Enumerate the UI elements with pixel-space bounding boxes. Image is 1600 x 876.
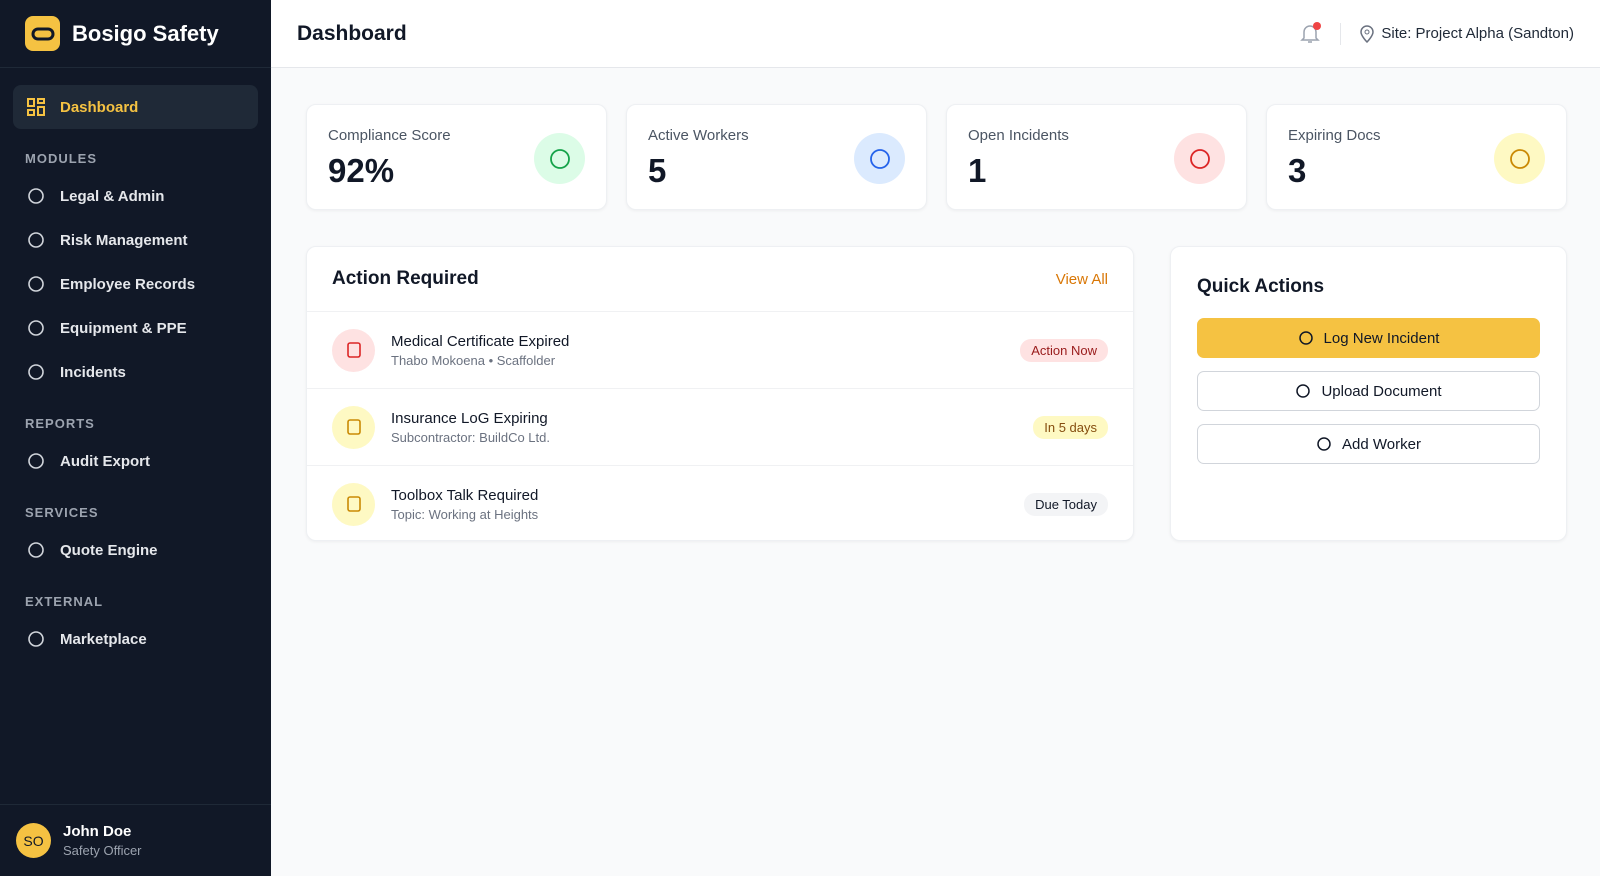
stat-icon (854, 133, 905, 184)
row-title: Toolbox Talk Required (391, 486, 539, 504)
nav-label: Employee Records (60, 275, 196, 293)
row-icon (332, 482, 375, 526)
nav-item[interactable]: Equipment & PPE (13, 306, 258, 350)
section-title: SERVICES (25, 505, 99, 520)
nav-label: Quote Engine (60, 541, 158, 559)
button-label: Upload Document (1321, 382, 1442, 400)
header: Dashboard Site: Project Alpha (Sandton) (271, 0, 1600, 68)
nav-label: Dashboard (60, 98, 139, 116)
action-button[interactable]: Log New Incident (1197, 318, 1540, 358)
nav-item[interactable]: Incidents (13, 350, 258, 394)
card-title: Action Required (332, 268, 479, 289)
nav-label: Audit Export (60, 452, 150, 470)
nav-item[interactable]: Employee Records (13, 262, 258, 306)
view-all[interactable]: View All (1055, 270, 1108, 288)
row-icon (332, 328, 375, 372)
stat-icon (1494, 133, 1545, 184)
nav-item[interactable]: Quote Engine (13, 528, 258, 572)
stat-label: Open Incidents (968, 127, 1069, 144)
section-title: EXTERNAL (25, 594, 104, 609)
bell[interactable] (1298, 21, 1322, 46)
row-subtitle: Topic: Working at Heights (391, 506, 539, 522)
section-title: REPORTS (25, 416, 95, 431)
nav-item[interactable]: Dashboard (13, 85, 258, 129)
page-title: Dashboard (297, 21, 407, 45)
row-text: Medical Certificate Expired Thabo Mokoena… (391, 333, 569, 368)
stat-value: 5 (648, 152, 667, 189)
nav-item[interactable]: Risk Management (13, 218, 258, 262)
row-icon (332, 405, 375, 449)
nav-item[interactable]: Marketplace (13, 617, 258, 661)
brand-name: Bosigo Safety (72, 20, 219, 46)
row-title: Insurance LoG Expiring (391, 409, 548, 427)
stat-card: Expiring Docs 3 (1266, 104, 1567, 210)
stat-value: 92% (328, 152, 395, 189)
user[interactable]: SO John Doe Safety Officer (0, 804, 271, 876)
nav-label: Legal & Admin (60, 187, 165, 205)
nav-label: Incidents (60, 363, 126, 381)
logo (25, 16, 60, 51)
quick-actions: Quick Actions Log New Incident Upload Doc… (1170, 246, 1567, 541)
badge: Due Today (1024, 492, 1108, 516)
stat-card: Active Workers 5 (626, 104, 927, 210)
card-title: Quick Actions (1197, 276, 1325, 297)
brand: Bosigo Safety (0, 0, 271, 68)
stat-value: 1 (968, 152, 987, 189)
site[interactable]: Site: Project Alpha (Sandton) (1381, 25, 1574, 42)
avatar: SO (16, 823, 51, 858)
stat-card: Open Incidents 1 (946, 104, 1247, 210)
section-title: MODULES (25, 151, 97, 166)
row-title: Medical Certificate Expired (391, 332, 570, 350)
sidebar: Bosigo Safety Dashboard MODULES Legal & A… (0, 0, 271, 876)
pin (1360, 24, 1375, 43)
action-row[interactable]: Medical Certificate Expired Thabo Mokoena… (307, 311, 1133, 388)
action-button[interactable]: Add Worker (1197, 424, 1540, 464)
action-card: Action Required View All Medical Certific… (306, 246, 1134, 541)
stat-label: Active Workers (648, 127, 749, 144)
action-button[interactable]: Upload Document (1197, 371, 1540, 411)
row-subtitle: Subcontractor: BuildCo Ltd. (391, 429, 550, 445)
nav-label: Risk Management (60, 231, 188, 249)
nav-label: Equipment & PPE (60, 319, 187, 337)
row-text: Toolbox Talk Required Topic: Working at H… (391, 487, 538, 522)
stat-icon (534, 133, 585, 184)
row-text: Insurance LoG Expiring Subcontractor: Bui… (391, 410, 550, 445)
stat-icon (1174, 133, 1225, 184)
action-row[interactable]: Insurance LoG Expiring Subcontractor: Bui… (307, 388, 1133, 465)
user-name: John Doe (63, 823, 132, 840)
nav-item[interactable]: Audit Export (13, 439, 258, 483)
button-label: Add Worker (1342, 435, 1421, 453)
stat-value: 3 (1288, 152, 1307, 189)
button-label: Log New Incident (1323, 329, 1440, 347)
badge: Action Now (1020, 338, 1108, 362)
nav-label: Marketplace (60, 630, 147, 648)
badge: In 5 days (1033, 415, 1108, 439)
user-role: Safety Officer (63, 843, 142, 858)
row-subtitle: Thabo Mokoena • Scaffolder (391, 352, 556, 368)
stat-label: Compliance Score (328, 127, 451, 144)
stat-card: Compliance Score 92% (306, 104, 607, 210)
action-row[interactable]: Toolbox Talk Required Topic: Working at H… (307, 465, 1133, 542)
stat-label: Expiring Docs (1288, 127, 1381, 144)
nav-item[interactable]: Legal & Admin (13, 174, 258, 218)
